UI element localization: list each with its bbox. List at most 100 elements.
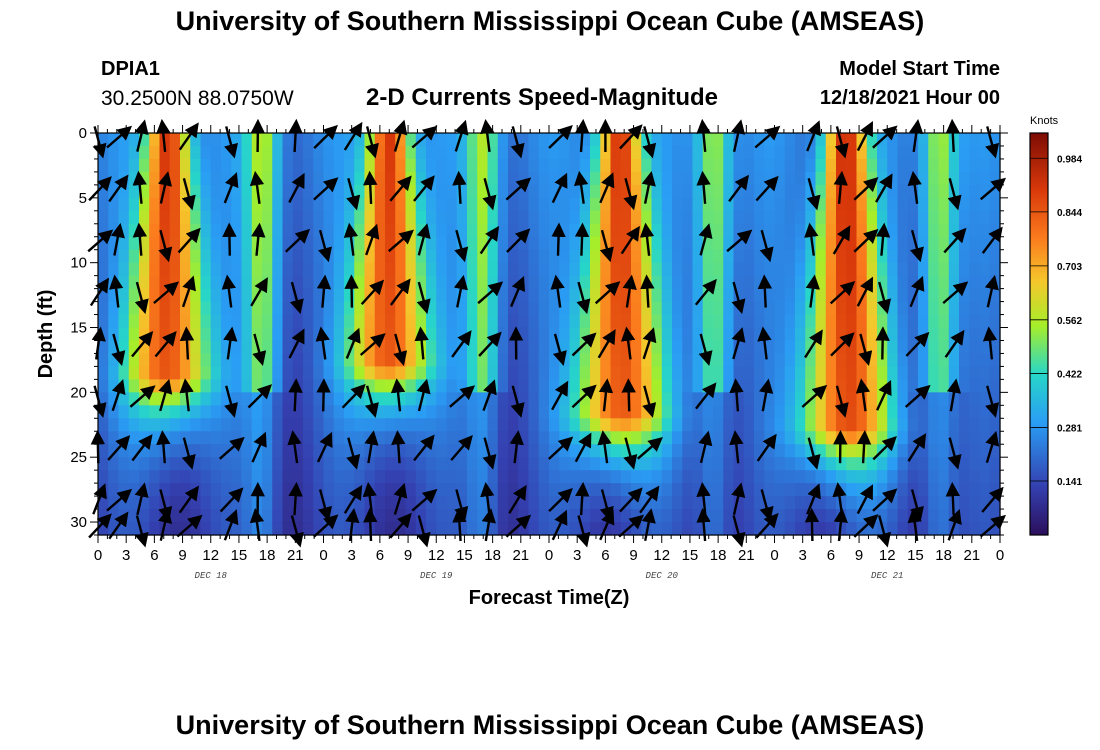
heatmap-cell xyxy=(754,145,765,160)
heatmap-cell xyxy=(323,470,335,484)
heatmap-cell xyxy=(477,262,489,277)
heatmap-cell xyxy=(292,262,304,277)
heatmap-cell xyxy=(959,145,970,160)
heatmap-cell xyxy=(682,392,694,406)
heatmap-cell xyxy=(426,262,437,277)
heatmap-cell xyxy=(610,496,622,510)
heatmap-cell xyxy=(190,327,202,342)
heatmap-cell xyxy=(610,379,622,393)
heatmap-cell xyxy=(354,314,366,329)
heatmap-cell xyxy=(426,236,437,251)
heatmap-cell xyxy=(477,431,489,445)
heatmap-cell xyxy=(620,301,632,316)
current-vector xyxy=(134,515,149,548)
heatmap-cell xyxy=(743,379,755,393)
heatmap-cell xyxy=(251,301,263,316)
heatmap-cell xyxy=(149,262,161,277)
heatmap-cell xyxy=(108,210,120,225)
heatmap-cell xyxy=(846,431,858,445)
heatmap-cell xyxy=(333,470,345,484)
heatmap-cell xyxy=(959,288,970,303)
heatmap-cell xyxy=(620,288,632,303)
heatmap-cell xyxy=(169,301,181,316)
heatmap-cell xyxy=(497,133,509,147)
heatmap-cell xyxy=(303,457,314,471)
heatmap-cell xyxy=(784,249,796,264)
heatmap-cell xyxy=(538,158,550,173)
heatmap-cell xyxy=(805,522,817,536)
heatmap-cell xyxy=(887,509,899,523)
heatmap-cell xyxy=(231,249,243,264)
current-vector xyxy=(623,437,638,470)
heatmap-cell xyxy=(989,314,1001,329)
heatmap-cell xyxy=(774,470,786,484)
heatmap-cell xyxy=(405,158,417,173)
heatmap-cell xyxy=(549,210,560,225)
heatmap-cell xyxy=(846,457,858,471)
heatmap-cell xyxy=(836,470,847,484)
current-vector xyxy=(909,275,925,308)
heatmap-cell xyxy=(333,522,345,536)
heatmap-cell xyxy=(764,171,776,186)
heatmap-cell xyxy=(405,340,417,355)
heatmap-cell xyxy=(282,301,294,316)
heatmap-cell xyxy=(139,340,150,355)
heatmap-cell xyxy=(333,210,345,225)
heatmap-cell xyxy=(98,249,109,264)
heatmap-cell xyxy=(620,210,632,225)
heatmap-cell xyxy=(497,210,509,225)
heatmap-cell xyxy=(600,262,612,277)
heatmap-cell xyxy=(190,184,202,199)
heatmap-cell xyxy=(795,210,806,225)
heatmap-cell xyxy=(846,483,858,497)
heatmap-cell xyxy=(323,496,335,510)
heatmap-cell xyxy=(795,509,806,523)
heatmap-cell xyxy=(354,457,366,471)
current-vector xyxy=(875,326,890,360)
current-vector xyxy=(853,176,879,201)
heatmap-cell xyxy=(610,197,622,212)
heatmap-cell xyxy=(569,171,581,186)
heatmap-cell xyxy=(559,522,571,536)
heatmap-cell xyxy=(743,353,755,368)
current-vector xyxy=(313,514,339,538)
heatmap-cell xyxy=(969,184,981,199)
heatmap-cell xyxy=(549,184,560,199)
heatmap-cell xyxy=(661,262,673,277)
colorbar-tick-label: 0.844 xyxy=(1057,208,1082,219)
heatmap-cell xyxy=(477,210,489,225)
heatmap-cell xyxy=(344,314,355,329)
heatmap-cell xyxy=(887,405,899,419)
heatmap-cell xyxy=(579,496,591,510)
heatmap-cell xyxy=(303,184,314,199)
heatmap-cell xyxy=(477,158,489,173)
heatmap-cell xyxy=(282,509,294,523)
heatmap-cell xyxy=(508,457,519,471)
heatmap-cell xyxy=(743,171,755,186)
heatmap-cell xyxy=(846,158,858,173)
heatmap-cell xyxy=(723,133,735,147)
heatmap-cell xyxy=(846,496,858,510)
heatmap-cell xyxy=(282,145,294,160)
current-vector xyxy=(982,326,998,360)
heatmap-cell xyxy=(508,496,519,510)
heatmap-cell xyxy=(877,314,888,329)
heatmap-cell xyxy=(918,236,929,251)
heatmap-cell xyxy=(303,470,314,484)
heatmap-cell xyxy=(221,444,232,458)
heatmap-cell xyxy=(313,353,325,368)
heatmap-cell xyxy=(354,470,366,484)
heatmap-cell xyxy=(846,379,858,393)
heatmap-cell xyxy=(549,340,560,355)
heatmap-cell xyxy=(467,496,478,510)
heatmap-cell xyxy=(897,379,909,393)
heatmap-cell xyxy=(446,340,458,355)
heatmap-cell xyxy=(497,249,509,264)
heatmap-cell xyxy=(661,314,673,329)
heatmap-cell xyxy=(538,353,550,368)
heatmap-cell xyxy=(846,522,858,536)
current-vector xyxy=(289,515,304,548)
heatmap-cell xyxy=(672,223,683,238)
heatmap-cell xyxy=(702,249,714,264)
heatmap-cell xyxy=(262,210,273,225)
